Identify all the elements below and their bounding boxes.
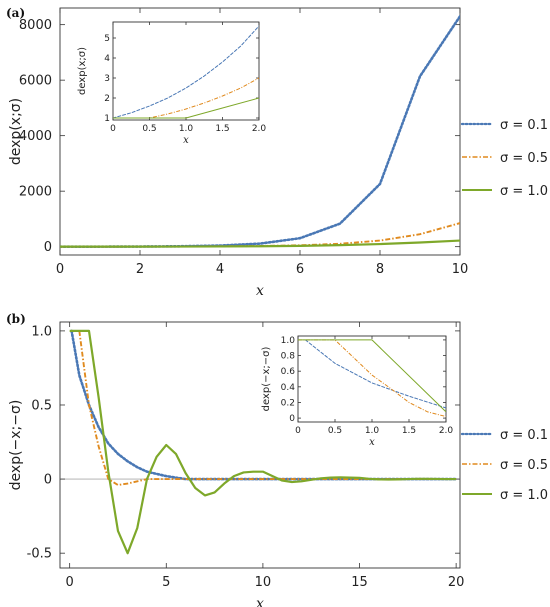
b-inset-xtick-label: 1.5 bbox=[402, 426, 416, 436]
a-inset-xtick-label: 0 bbox=[110, 124, 116, 134]
b-inset-ytick-label: 0.6 bbox=[281, 367, 296, 377]
a-inset-x-axis-label: x bbox=[183, 135, 189, 146]
b-main-series-line-3 bbox=[69, 329, 457, 555]
a-inset-frame bbox=[112, 21, 260, 121]
b-inset-series-line-2 bbox=[298, 339, 446, 418]
a-inset-ytick-label: 5 bbox=[104, 34, 110, 44]
a-main-xtick-label: 8 bbox=[376, 262, 384, 277]
legend-label-3: σ = 1.0 bbox=[500, 184, 548, 199]
b-inset-series-line-1 bbox=[304, 339, 446, 409]
legend-label-3: σ = 1.0 bbox=[500, 488, 548, 503]
b-main-xtick-label: 20 bbox=[448, 575, 465, 590]
b-inset-xtick-label: 0 bbox=[295, 426, 301, 436]
a-main-ytick-label: 6000 bbox=[19, 74, 52, 89]
a-main-y-axis-label: dexp(x;σ) bbox=[8, 98, 24, 165]
a-main-series-line-3 bbox=[60, 239, 460, 248]
a-inset-series-line-3 bbox=[113, 97, 259, 119]
b-inset-x-axis-label: x bbox=[369, 437, 375, 448]
a-main-x-axis-label: x bbox=[256, 283, 264, 299]
panel-a-label: (a) bbox=[6, 6, 25, 20]
a-inset-series-line-1 bbox=[113, 25, 259, 119]
a-main-ytick-label: 4000 bbox=[19, 129, 52, 144]
a-main-ytick-label: 0 bbox=[44, 240, 52, 255]
legend-label-1: σ = 0.1 bbox=[500, 118, 548, 133]
b-main-xtick-label: 5 bbox=[162, 575, 170, 590]
b-inset-series-group bbox=[298, 339, 446, 418]
b-main-xtick-label: 15 bbox=[351, 575, 368, 590]
b-inset-y-axis-label: dexp(−x;−σ) bbox=[261, 347, 272, 412]
a-inset-ytick-label: 2 bbox=[104, 94, 110, 104]
b-main-ytick-label: 0 bbox=[44, 473, 52, 488]
legend-label-2: σ = 0.5 bbox=[500, 151, 548, 166]
b-inset-ytick-label: 1.0 bbox=[281, 336, 296, 346]
b-main-series-group bbox=[69, 329, 458, 555]
a-inset-ytick-label: 4 bbox=[104, 54, 110, 64]
a-inset-xtick-label: 2.0 bbox=[252, 124, 267, 134]
a-inset-ytick-label: 3 bbox=[104, 74, 110, 84]
b-inset-ytick-label: 0 bbox=[289, 414, 295, 424]
b-inset-xtick-label: 0.5 bbox=[328, 426, 342, 436]
b-main-ytick-label: 0.5 bbox=[31, 398, 52, 413]
b-inset-ytick-label: 0.8 bbox=[281, 352, 296, 362]
b-inset-series-line-3 bbox=[298, 339, 446, 413]
a-main-xtick-label: 4 bbox=[216, 262, 224, 277]
b-main-frame bbox=[59, 321, 461, 569]
a-main-series-group bbox=[60, 15, 460, 248]
a-main-xtick-label: 6 bbox=[296, 262, 304, 277]
b-main-ytick-label: -0.5 bbox=[27, 547, 52, 562]
a-main-xtick-label: 2 bbox=[136, 262, 144, 277]
a-inset-xtick-label: 1.5 bbox=[215, 124, 229, 134]
b-main-ytick-label: 1.0 bbox=[31, 324, 52, 339]
panel-b-label: (b) bbox=[6, 312, 26, 326]
legend-label-2: σ = 0.5 bbox=[500, 458, 548, 473]
panel-a-chart: 0 2 4 6 8 10 0 2000 4000 6000 8000 x dexp(x;σ) 0 0.5 1.… bbox=[8, 7, 548, 299]
a-inset-xtick-label: 0.5 bbox=[142, 124, 156, 134]
b-inset-frame bbox=[297, 335, 447, 423]
a-inset-y-axis-label: dexp(x;σ) bbox=[77, 47, 88, 95]
a-main-frame bbox=[59, 7, 461, 256]
a-inset-series-group bbox=[113, 25, 259, 119]
a-main-ytick-label: 8000 bbox=[19, 18, 52, 33]
b-inset-xtick-label: 2.0 bbox=[439, 426, 454, 436]
a-main-xtick-label: 10 bbox=[452, 262, 469, 277]
a-inset-ytick-label: 1 bbox=[104, 114, 110, 124]
a-main-xtick-label: 0 bbox=[56, 262, 64, 277]
a-inset-series-line-2 bbox=[113, 77, 259, 119]
b-main-x-axis-label: x bbox=[256, 596, 264, 607]
legend-label-1: σ = 0.1 bbox=[500, 428, 548, 443]
a-inset-xtick-label: 1.0 bbox=[179, 124, 194, 134]
b-inset-xtick-label: 1.0 bbox=[365, 426, 380, 436]
b-main-y-axis-label: dexp(−x;−σ) bbox=[8, 400, 24, 491]
b-inset-ytick-label: 0.4 bbox=[281, 383, 296, 393]
a-main-ytick-label: 2000 bbox=[19, 185, 52, 200]
b-main-xtick-label: 0 bbox=[66, 575, 74, 590]
b-main-xtick-label: 10 bbox=[255, 575, 272, 590]
b-inset-ytick-label: 0.2 bbox=[281, 398, 295, 408]
